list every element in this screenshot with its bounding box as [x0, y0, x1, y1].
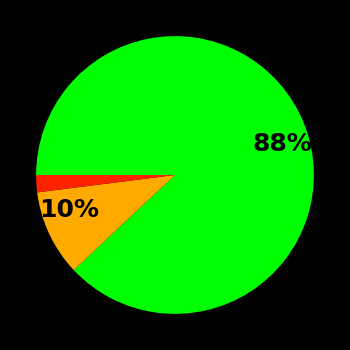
Text: 88%: 88%	[252, 132, 312, 156]
Wedge shape	[36, 36, 314, 314]
Wedge shape	[36, 175, 175, 192]
Wedge shape	[37, 175, 175, 270]
Text: 10%: 10%	[40, 198, 100, 223]
